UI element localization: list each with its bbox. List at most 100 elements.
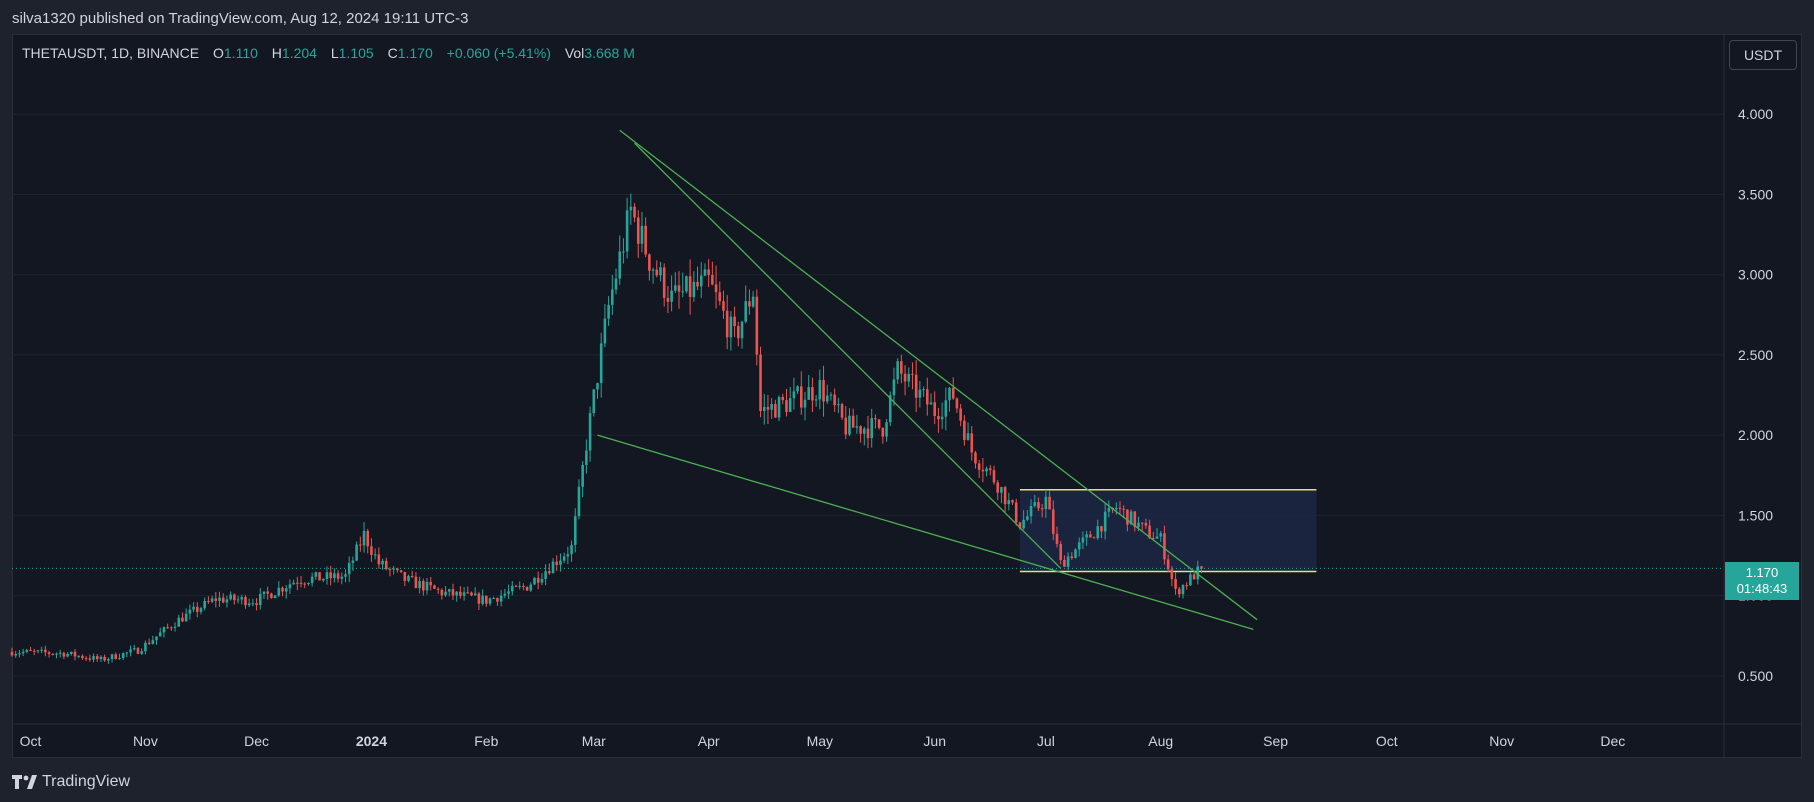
candle-body — [1129, 511, 1133, 525]
candle-body — [77, 655, 80, 657]
last-price: 1.170 — [1745, 565, 1779, 580]
candle-body — [440, 589, 444, 596]
time-tick-label: Apr — [698, 733, 720, 749]
publish-info: silva1320 published on TradingView.com, … — [12, 10, 469, 27]
candle-body — [1037, 502, 1040, 509]
candle-body — [1114, 507, 1118, 510]
candle-body — [1181, 585, 1185, 595]
candle-body — [896, 361, 899, 380]
candle-body — [492, 598, 496, 600]
candle-body — [410, 575, 414, 577]
candle-body — [121, 653, 125, 658]
candle-body — [288, 584, 292, 589]
open-value: 1.110 — [223, 45, 258, 61]
candle-body — [296, 582, 299, 584]
candle-body — [181, 617, 184, 622]
time-tick-label: May — [807, 733, 833, 749]
candle-body — [362, 530, 366, 546]
time-tick-label: Jul — [1037, 733, 1055, 749]
candle-body — [199, 608, 203, 612]
candle-body — [277, 587, 281, 596]
candle-body — [1185, 585, 1188, 587]
candle-body — [914, 374, 918, 398]
candle-body — [807, 387, 811, 400]
candle-body — [18, 653, 21, 655]
candle-body — [766, 406, 770, 410]
candle-body — [158, 632, 162, 637]
candle-body — [570, 544, 573, 555]
candle-body — [1077, 542, 1081, 550]
candle-body — [233, 594, 236, 601]
candle-body — [933, 402, 936, 417]
tradingview-footer[interactable]: TradingView — [12, 770, 130, 794]
candle-body — [25, 649, 29, 652]
candle-body — [603, 318, 607, 344]
time-tick-label: Feb — [474, 733, 498, 749]
candle-body — [262, 591, 266, 594]
candle-body — [40, 649, 43, 651]
candle-body — [1063, 559, 1066, 567]
candle-body — [166, 627, 169, 629]
candle-body — [1200, 566, 1203, 569]
chart-panel[interactable] — [12, 34, 1802, 758]
candle-body — [992, 470, 996, 483]
candle-body — [455, 591, 458, 596]
candle-body — [1044, 496, 1048, 510]
trendline — [619, 129, 1258, 621]
candle-body — [103, 656, 106, 661]
candle-body — [996, 482, 999, 493]
candle-body — [648, 254, 651, 271]
time-tick-label: 2024 — [356, 733, 387, 749]
candle-body — [1107, 507, 1111, 512]
candle-body — [1177, 588, 1181, 595]
candle-body — [270, 593, 273, 599]
price-tick-label: 3.000 — [1738, 267, 1773, 283]
candle-body — [985, 468, 988, 472]
candle-body — [725, 310, 729, 338]
candle-body — [918, 389, 922, 398]
candle-body — [95, 656, 99, 660]
candle-body — [674, 285, 677, 291]
currency-button[interactable]: USDT — [1729, 40, 1797, 70]
candle-body — [10, 651, 14, 656]
price-tick-label: 2.000 — [1738, 427, 1773, 443]
candle-body — [1152, 538, 1155, 540]
candle-body — [625, 210, 629, 252]
price-tick-label: 1.500 — [1738, 507, 1773, 523]
candle-body — [1170, 569, 1174, 579]
candlestick-series — [10, 193, 1203, 664]
candle-body — [844, 417, 848, 435]
candle-body — [1070, 556, 1074, 559]
candle-body — [140, 651, 143, 654]
candle-body — [970, 433, 974, 453]
candle-body — [392, 568, 395, 570]
candle-body — [184, 613, 188, 622]
candle-body — [81, 655, 84, 659]
candle-body — [21, 651, 25, 654]
candle-body — [855, 426, 859, 428]
candle-body — [1103, 511, 1107, 532]
candle-body — [937, 416, 940, 420]
candle-body — [418, 580, 421, 589]
candle-body — [622, 251, 625, 253]
candle-body — [1126, 509, 1129, 525]
candle-body — [107, 659, 110, 661]
candle-body — [325, 572, 329, 579]
candle-body — [870, 418, 874, 439]
time-tick-label: Jun — [923, 733, 946, 749]
candle-body — [466, 592, 470, 594]
candle-body — [1196, 566, 1200, 580]
candle-body — [1000, 487, 1003, 493]
candle-body — [1192, 574, 1196, 580]
candle-body — [377, 554, 381, 565]
close-label: C — [387, 45, 398, 61]
candle-body — [496, 598, 499, 602]
candle-body — [1118, 507, 1122, 509]
candle-body — [66, 653, 69, 657]
candle-body — [355, 544, 358, 561]
candle-body — [911, 373, 914, 375]
candle-body — [366, 530, 370, 547]
price-tick-label: 2.500 — [1738, 347, 1773, 363]
candle-body — [155, 636, 158, 641]
